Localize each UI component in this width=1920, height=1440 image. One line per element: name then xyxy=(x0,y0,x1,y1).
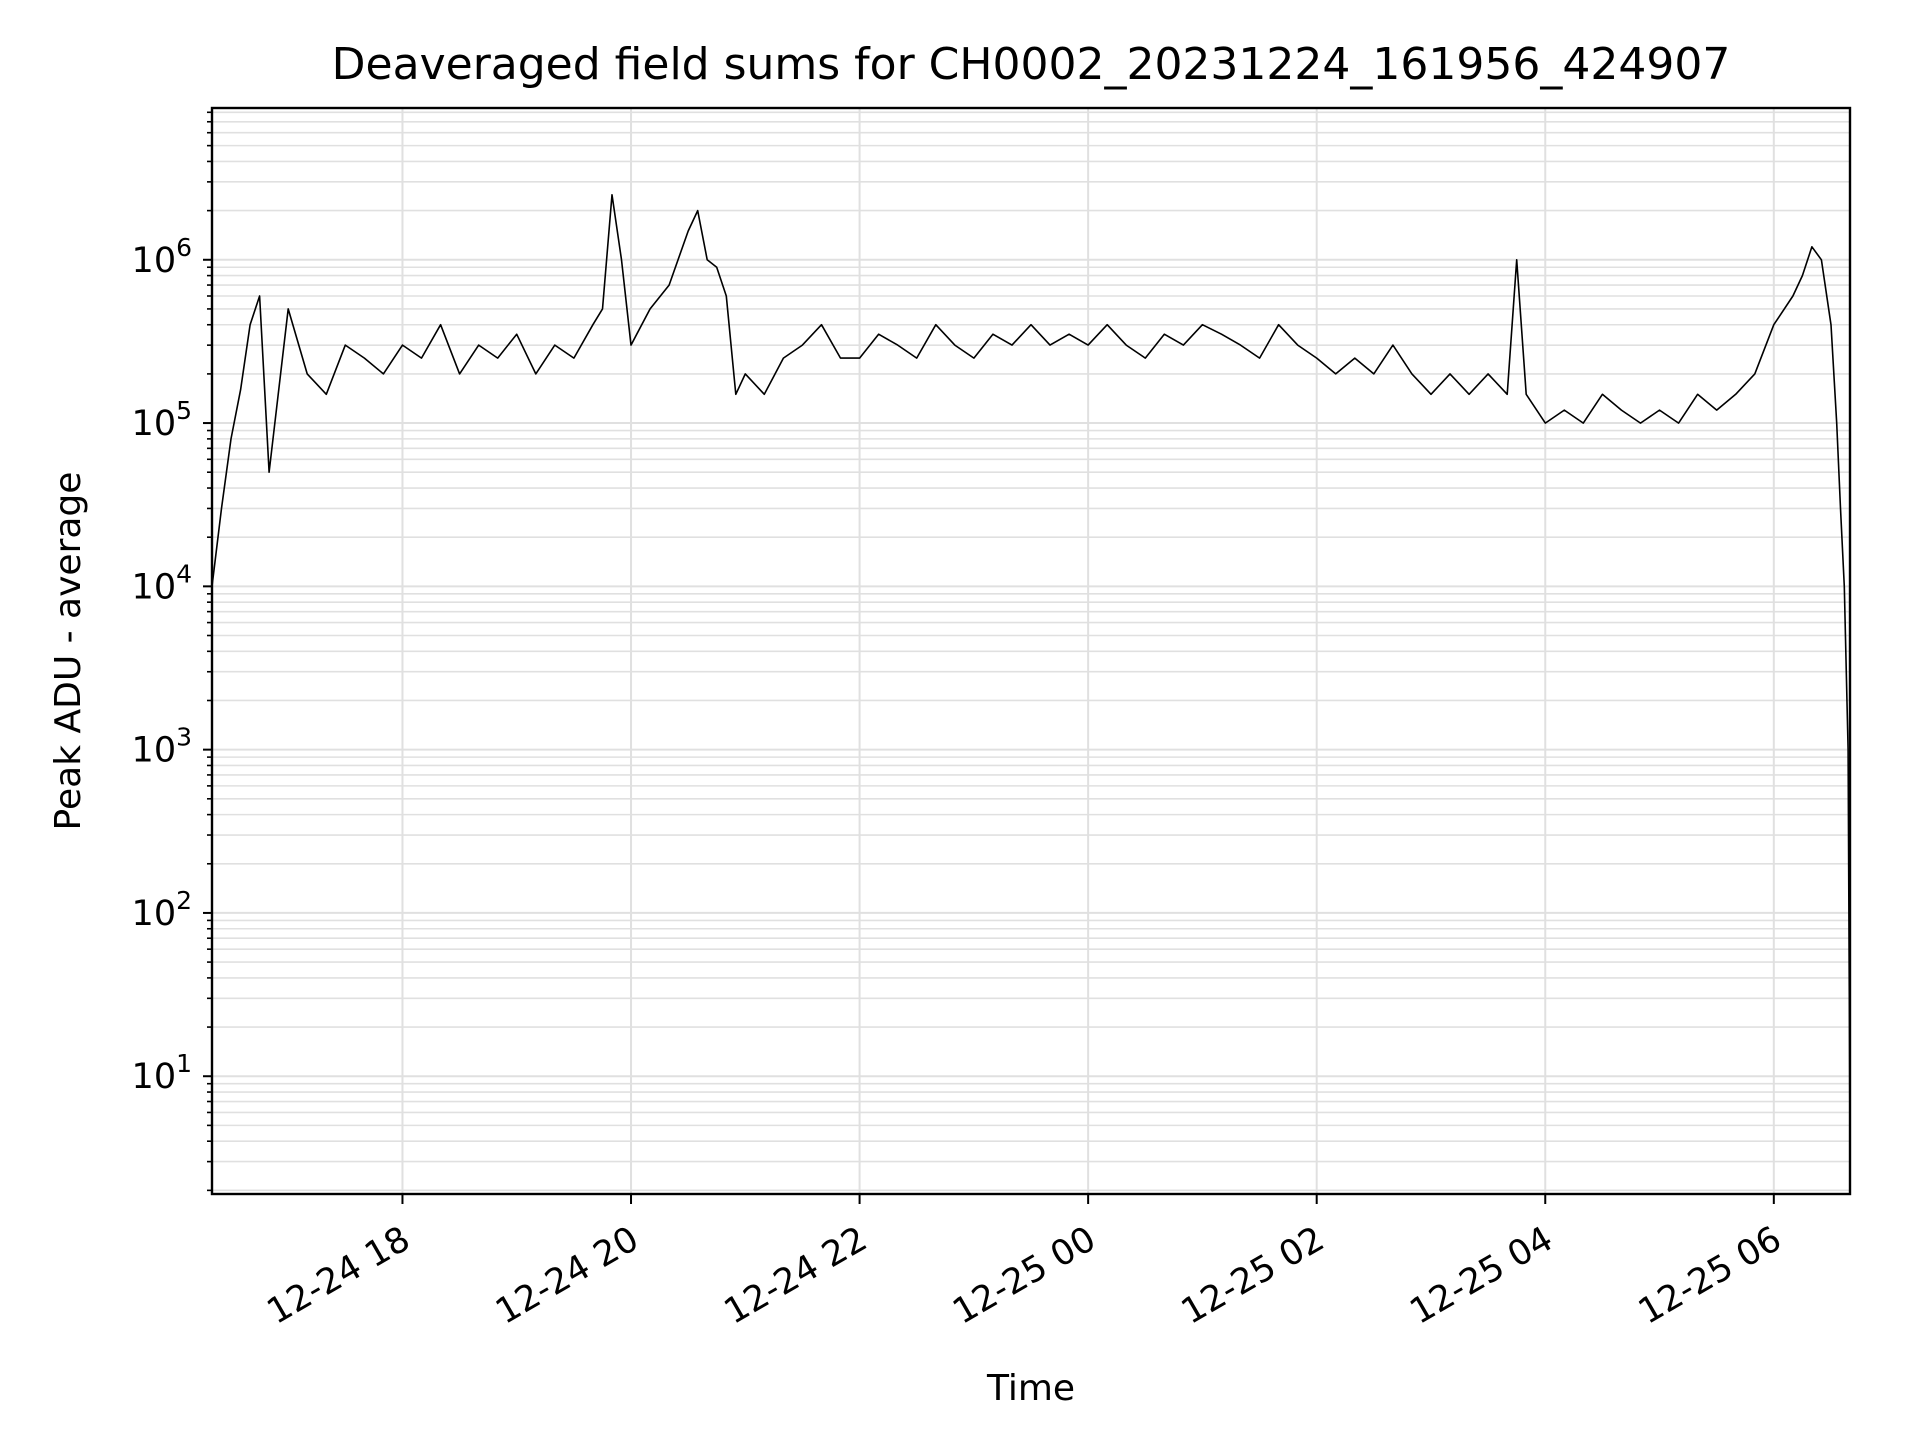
data-series xyxy=(211,194,1851,1142)
y-tick-exponent: 2 xyxy=(176,886,192,915)
y-tick-base: 10 xyxy=(132,241,177,281)
y-axis-label: Peak ADU - average xyxy=(48,472,89,831)
chart-title: Deaveraged field sums for CH0002_2023122… xyxy=(332,39,1731,90)
y-tick-label: 105 xyxy=(132,396,192,444)
y-tick-exponent: 4 xyxy=(176,559,192,588)
series-line xyxy=(211,194,1851,1142)
y-tick-label: 102 xyxy=(132,886,192,934)
y-tick-base: 10 xyxy=(132,1057,177,1097)
y-tick-label: 104 xyxy=(132,559,192,607)
y-tick-exponent: 6 xyxy=(176,233,192,262)
y-tick-exponent: 5 xyxy=(176,396,192,425)
y-tick-base: 10 xyxy=(132,731,177,771)
y-tick-base: 10 xyxy=(132,894,177,934)
y-tick-label: 103 xyxy=(132,723,192,771)
y-tick-exponent: 3 xyxy=(176,723,192,752)
y-tick-base: 10 xyxy=(132,404,177,444)
y-tick-label: 106 xyxy=(132,233,192,281)
y-tick-base: 10 xyxy=(132,567,177,607)
y-tick-exponent: 1 xyxy=(176,1049,192,1078)
grid xyxy=(212,108,1850,1194)
y-tick-label: 101 xyxy=(132,1049,192,1097)
x-axis-label: Time xyxy=(986,1368,1075,1409)
